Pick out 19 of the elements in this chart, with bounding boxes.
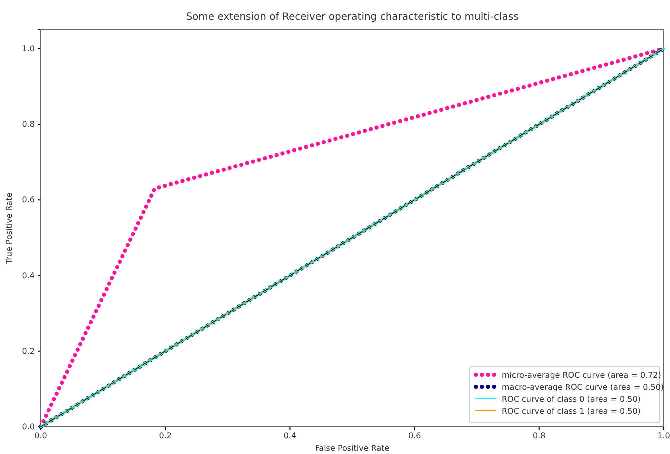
- y-tick-label: 0.4: [22, 271, 35, 280]
- x-tick-label: 0.0: [34, 432, 48, 441]
- chart-title: Some extension of Receiver operating characteristic to multi-class: [186, 12, 519, 23]
- y-axis-title: True Positive Rate: [5, 192, 14, 266]
- y-tick-label: 1.0: [22, 44, 35, 54]
- y-tick-label: 0.2: [22, 346, 35, 356]
- y-tick-label: 0.0: [22, 422, 35, 432]
- x-tick-label: 0.8: [533, 432, 546, 441]
- legend-label: micro-average ROC curve (area = 0.72): [502, 371, 662, 380]
- x-tick-label: 0.2: [159, 432, 172, 441]
- y-tick-label: 0.8: [22, 120, 35, 130]
- x-tick-label: 0.4: [284, 432, 297, 441]
- legend-label: macro-average ROC curve (area = 0.50): [502, 383, 664, 392]
- x-axis-title: False Positive Rate: [315, 444, 390, 453]
- x-tick-label: 1.0: [658, 432, 670, 441]
- y-tick-label: 0.6: [22, 196, 35, 205]
- x-tick-label: 0.6: [408, 432, 422, 441]
- legend-label: ROC curve of class 1 (area = 0.50): [502, 407, 641, 416]
- legend-label: ROC curve of class 0 (area = 0.50): [502, 395, 641, 404]
